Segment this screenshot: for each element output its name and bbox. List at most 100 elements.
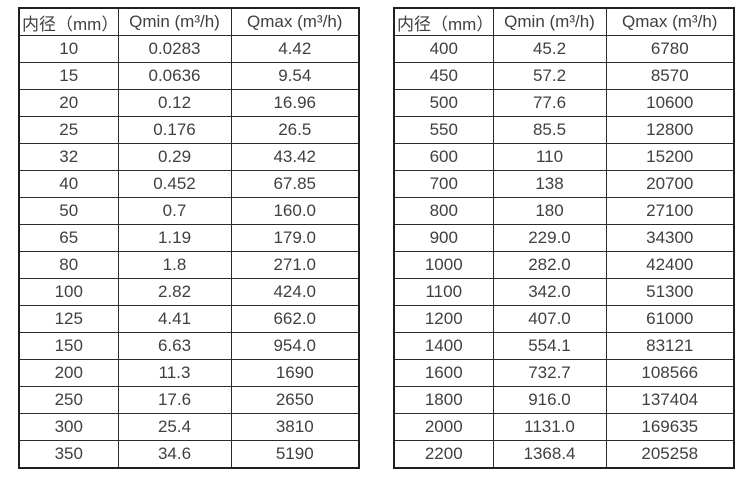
table-cell: 10600	[605, 89, 735, 117]
column-header-qmax: Qmax (m³/h)	[605, 7, 735, 36]
table-row: 1800 916.0 137404	[393, 386, 735, 414]
table-row: 2200 1368.4 205258	[393, 440, 735, 469]
header-row: 内径（mm） Qmin (m³/h) Qmax (m³/h)	[393, 7, 735, 36]
table-cell: 1131.0	[492, 413, 607, 441]
table-cell: 550	[393, 116, 494, 144]
table-cell: 2200	[393, 440, 494, 469]
table-row: 450 57.2 8570	[393, 62, 735, 90]
table-cell: 180	[492, 197, 607, 225]
table-cell: 6.63	[117, 332, 232, 360]
header-row: 内径（mm） Qmin (m³/h) Qmax (m³/h)	[18, 7, 360, 36]
table-cell: 15	[18, 62, 119, 90]
table-cell: 26.5	[230, 116, 360, 144]
table-cell: 1368.4	[492, 440, 607, 469]
table-cell: 160.0	[230, 197, 360, 225]
table-cell: 300	[18, 413, 119, 441]
table-cell: 85.5	[492, 116, 607, 144]
table-cell: 700	[393, 170, 494, 198]
table-cell: 9.54	[230, 62, 360, 90]
table-cell: 16.96	[230, 89, 360, 117]
table-cell: 250	[18, 386, 119, 414]
table-cell: 400	[393, 35, 494, 63]
table-cell: 1100	[393, 278, 494, 306]
table-cell: 40	[18, 170, 119, 198]
table-cell: 5190	[230, 440, 360, 469]
table-cell: 169635	[605, 413, 735, 441]
table-cell: 80	[18, 251, 119, 279]
table-row: 1200 407.0 61000	[393, 305, 735, 333]
table-cell: 6780	[605, 35, 735, 63]
table-cell: 4.41	[117, 305, 232, 333]
table-row: 550 85.5 12800	[393, 116, 735, 144]
table-cell: 2.82	[117, 278, 232, 306]
table-cell: 2000	[393, 413, 494, 441]
table-cell: 4.42	[230, 35, 360, 63]
table-cell: 0.12	[117, 89, 232, 117]
table-cell: 3810	[230, 413, 360, 441]
table-row: 32 0.29 43.42	[18, 143, 360, 171]
table-cell: 110	[492, 143, 607, 171]
table-cell: 125	[18, 305, 119, 333]
table-cell: 32	[18, 143, 119, 171]
table-row: 2000 1131.0 169635	[393, 413, 735, 441]
table-cell: 1000	[393, 251, 494, 279]
table-cell: 1800	[393, 386, 494, 414]
table-cell: 100	[18, 278, 119, 306]
table-cell: 67.85	[230, 170, 360, 198]
table-row: 1100 342.0 51300	[393, 278, 735, 306]
table-cell: 15200	[605, 143, 735, 171]
table-cell: 12800	[605, 116, 735, 144]
table-row: 80 1.8 271.0	[18, 251, 360, 279]
table-row: 1400 554.1 83121	[393, 332, 735, 360]
flow-table-large-diameters: 内径（mm） Qmin (m³/h) Qmax (m³/h) 400 45.2 67…	[393, 7, 735, 469]
table-cell: 450	[393, 62, 494, 90]
column-header-inner-diameter: 内径（mm）	[18, 7, 119, 36]
table-cell: 205258	[605, 440, 735, 469]
table-cell: 179.0	[230, 224, 360, 252]
table-cell: 0.452	[117, 170, 232, 198]
table-cell: 407.0	[492, 305, 607, 333]
table-cell: 1.19	[117, 224, 232, 252]
flow-table-small-diameters: 内径（mm） Qmin (m³/h) Qmax (m³/h) 10 0.0283 4…	[18, 7, 360, 469]
table-cell: 662.0	[230, 305, 360, 333]
table-cell: 20	[18, 89, 119, 117]
table-cell: 61000	[605, 305, 735, 333]
table-cell: 34300	[605, 224, 735, 252]
table-cell: 350	[18, 440, 119, 469]
table-body: 400 45.2 6780 450 57.2 8570 500 77.6 10600 550 85.…	[393, 35, 735, 469]
table-cell: 0.29	[117, 143, 232, 171]
flow-range-tables: 内径（mm） Qmin (m³/h) Qmax (m³/h) 10 0.0283 4…	[18, 7, 735, 469]
table-cell: 1600	[393, 359, 494, 387]
table-row: 800 180 27100	[393, 197, 735, 225]
column-header-inner-diameter: 内径（mm）	[393, 7, 494, 36]
table-row: 20 0.12 16.96	[18, 89, 360, 117]
table-cell: 954.0	[230, 332, 360, 360]
column-header-qmin: Qmin (m³/h)	[492, 7, 607, 36]
table-cell: 137404	[605, 386, 735, 414]
table-cell: 916.0	[492, 386, 607, 414]
table-cell: 1.8	[117, 251, 232, 279]
table-row: 200 11.3 1690	[18, 359, 360, 387]
table-cell: 0.176	[117, 116, 232, 144]
table-cell: 11.3	[117, 359, 232, 387]
table-row: 100 2.82 424.0	[18, 278, 360, 306]
table-cell: 732.7	[492, 359, 607, 387]
column-header-qmin: Qmin (m³/h)	[117, 7, 232, 36]
table-cell: 20700	[605, 170, 735, 198]
table-cell: 65	[18, 224, 119, 252]
table-row: 500 77.6 10600	[393, 89, 735, 117]
table-cell: 108566	[605, 359, 735, 387]
table-cell: 554.1	[492, 332, 607, 360]
table-cell: 1200	[393, 305, 494, 333]
table-cell: 150	[18, 332, 119, 360]
table-cell: 138	[492, 170, 607, 198]
table-cell: 282.0	[492, 251, 607, 279]
table-cell: 1400	[393, 332, 494, 360]
table-row: 50 0.7 160.0	[18, 197, 360, 225]
table-row: 900 229.0 34300	[393, 224, 735, 252]
table-cell: 271.0	[230, 251, 360, 279]
table-row: 40 0.452 67.85	[18, 170, 360, 198]
table-cell: 2650	[230, 386, 360, 414]
table-cell: 600	[393, 143, 494, 171]
table-cell: 77.6	[492, 89, 607, 117]
